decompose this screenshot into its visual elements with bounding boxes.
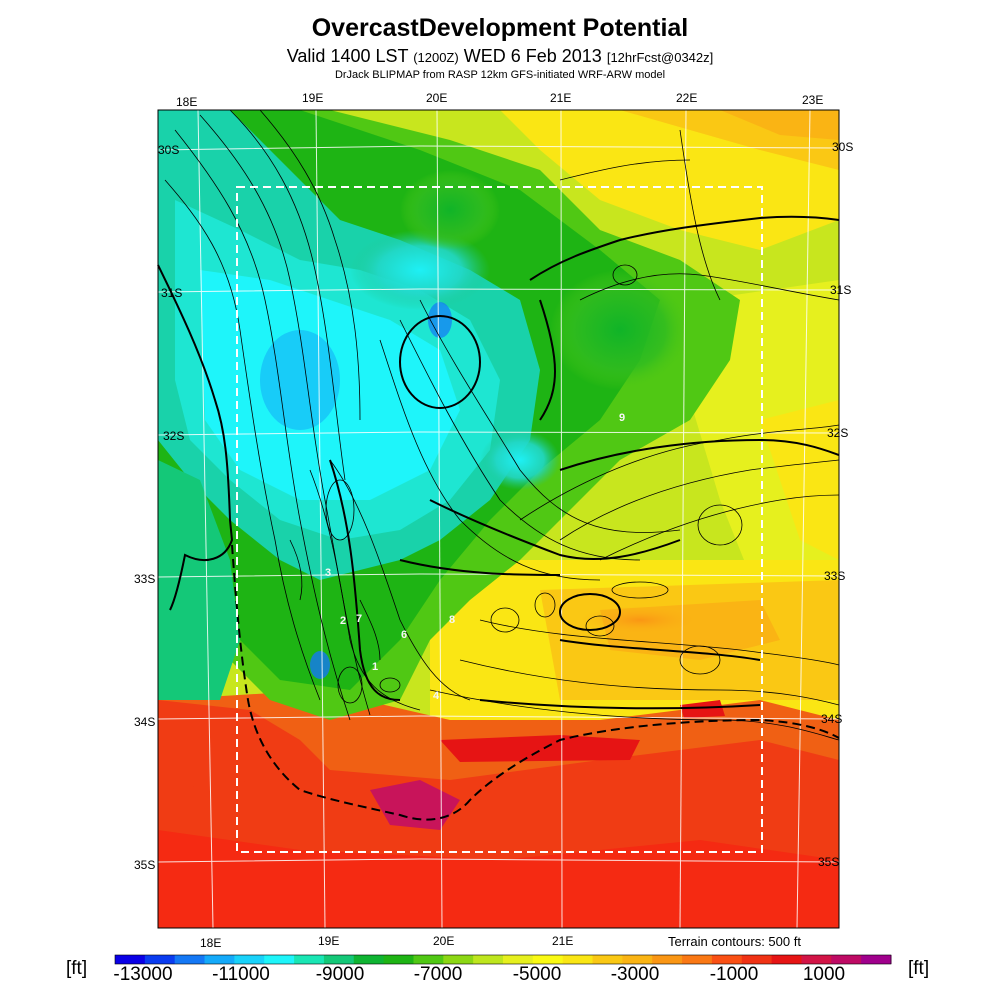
colorbar-swatch (204, 955, 235, 964)
lon-label-top-19e: 19E (302, 91, 324, 105)
forecast-run: [12hrFcst@0342z] (606, 50, 714, 65)
colorbar-frame (114, 954, 892, 965)
colorbar-swatch (711, 955, 743, 964)
point-label-9: 9 (619, 412, 626, 424)
lon-label-top-23e: 23E (802, 93, 824, 107)
lon-label-top-20e: 20E (426, 91, 448, 105)
point-label-3: 3 (325, 567, 332, 579)
inner-domain-box (236, 186, 763, 853)
colorbar-unit-right: [ft] (908, 958, 930, 979)
lat-label-right-34s: 34S (821, 712, 843, 726)
colorbar-unit-left: [ft] (66, 958, 88, 979)
colorbar (114, 954, 892, 965)
lat-label-left-34s: 34S (134, 715, 156, 729)
model-credit: DrJack BLIPMAP from RASP 12km GFS-initia… (334, 69, 666, 81)
terrain-contour-note: Terrain contours: 500 ft (668, 934, 801, 949)
colorbar-swatch (115, 955, 146, 964)
colorbar-swatch (323, 955, 355, 964)
lon-label-top-21e: 21E (550, 91, 572, 105)
lat-label-right-33s: 33S (824, 569, 846, 583)
point-label-4: 4 (433, 690, 440, 702)
lat-label-right-35s: 35S (818, 855, 840, 869)
colorbar-swatch (771, 955, 802, 964)
map-frame (157, 109, 840, 929)
colorbar-swatch (264, 955, 295, 964)
colorbar-tick-label: -1000 (709, 964, 759, 985)
terrain-contours (164, 109, 840, 741)
lat-label-right-31s: 31S (830, 283, 852, 297)
lon-label-bottom-20e: 20E (433, 934, 455, 948)
lat-label-right-32s: 32S (827, 426, 849, 440)
lon-label-bottom-21e: 21E (552, 934, 574, 948)
lat-label-right-30s: 30S (832, 140, 854, 154)
coastline (157, 215, 840, 821)
colorbar-tick-label: -11000 (212, 964, 270, 985)
colorbar-swatch (174, 955, 206, 964)
colorbar-swatch (741, 955, 773, 964)
colorbar-tick-label: -7000 (413, 964, 463, 985)
colorbar-swatch (294, 955, 325, 964)
chart-subtitle: Valid 1400 LST (1200Z) WED 6 Feb 2013 [1… (0, 46, 1000, 67)
lon-label-bottom-19e: 19E (318, 934, 340, 948)
colorbar-tick-label: -3000 (610, 964, 660, 985)
colorbar-tick-label: -5000 (512, 964, 562, 985)
colorbar-swatch (413, 955, 444, 964)
colorbar-swatch (443, 955, 474, 964)
colour-field (158, 110, 839, 928)
lon-label-top-22e: 22E (676, 91, 698, 105)
lat-lon-grid (157, 109, 840, 929)
chart-title: OvercastDevelopment Potential (311, 14, 689, 42)
valid-time: Valid 1400 LST (286, 46, 409, 66)
point-label-2: 2 (340, 615, 347, 627)
lon-label-bottom-18e: 18E (200, 936, 222, 950)
colorbar-swatch (622, 955, 653, 964)
colorbar-swatch (652, 955, 683, 964)
colorbar-swatch (592, 955, 623, 964)
point-label-7: 7 (356, 613, 363, 625)
colorbar-swatch (353, 955, 385, 964)
colorbar-swatch (144, 955, 176, 964)
lat-label-left-32s: 32S (163, 429, 185, 443)
colorbar-swatch (831, 955, 862, 964)
colorbar-tick-label: -9000 (315, 964, 365, 985)
colorbar-swatch (503, 955, 534, 964)
colorbar-swatch (234, 955, 265, 964)
lon-label-top-18e: 18E (176, 95, 198, 109)
colorbar-swatch (473, 955, 504, 964)
lat-label-left-31s: 31S (161, 286, 183, 300)
colorbar-tick-label: 1000 (802, 964, 846, 985)
colorbar-swatch (861, 955, 892, 964)
utc-time: (1200Z) (413, 50, 459, 65)
colorbar-swatch (682, 955, 713, 964)
colorbar-tick-label: -13000 (113, 964, 173, 985)
forecast-date: WED 6 Feb 2013 (463, 46, 602, 66)
colorbar-swatch (801, 955, 832, 964)
point-label-8: 8 (449, 614, 456, 626)
colorbar-swatch (383, 955, 414, 964)
colorbar-swatch (532, 955, 564, 964)
point-label-6: 6 (401, 629, 408, 641)
colorbar-swatch (562, 955, 594, 964)
point-label-1: 1 (372, 661, 379, 673)
lat-label-left-30s: 30S (158, 143, 180, 157)
lat-label-left-33s: 33S (134, 572, 156, 586)
lat-label-left-35s: 35S (134, 858, 156, 872)
